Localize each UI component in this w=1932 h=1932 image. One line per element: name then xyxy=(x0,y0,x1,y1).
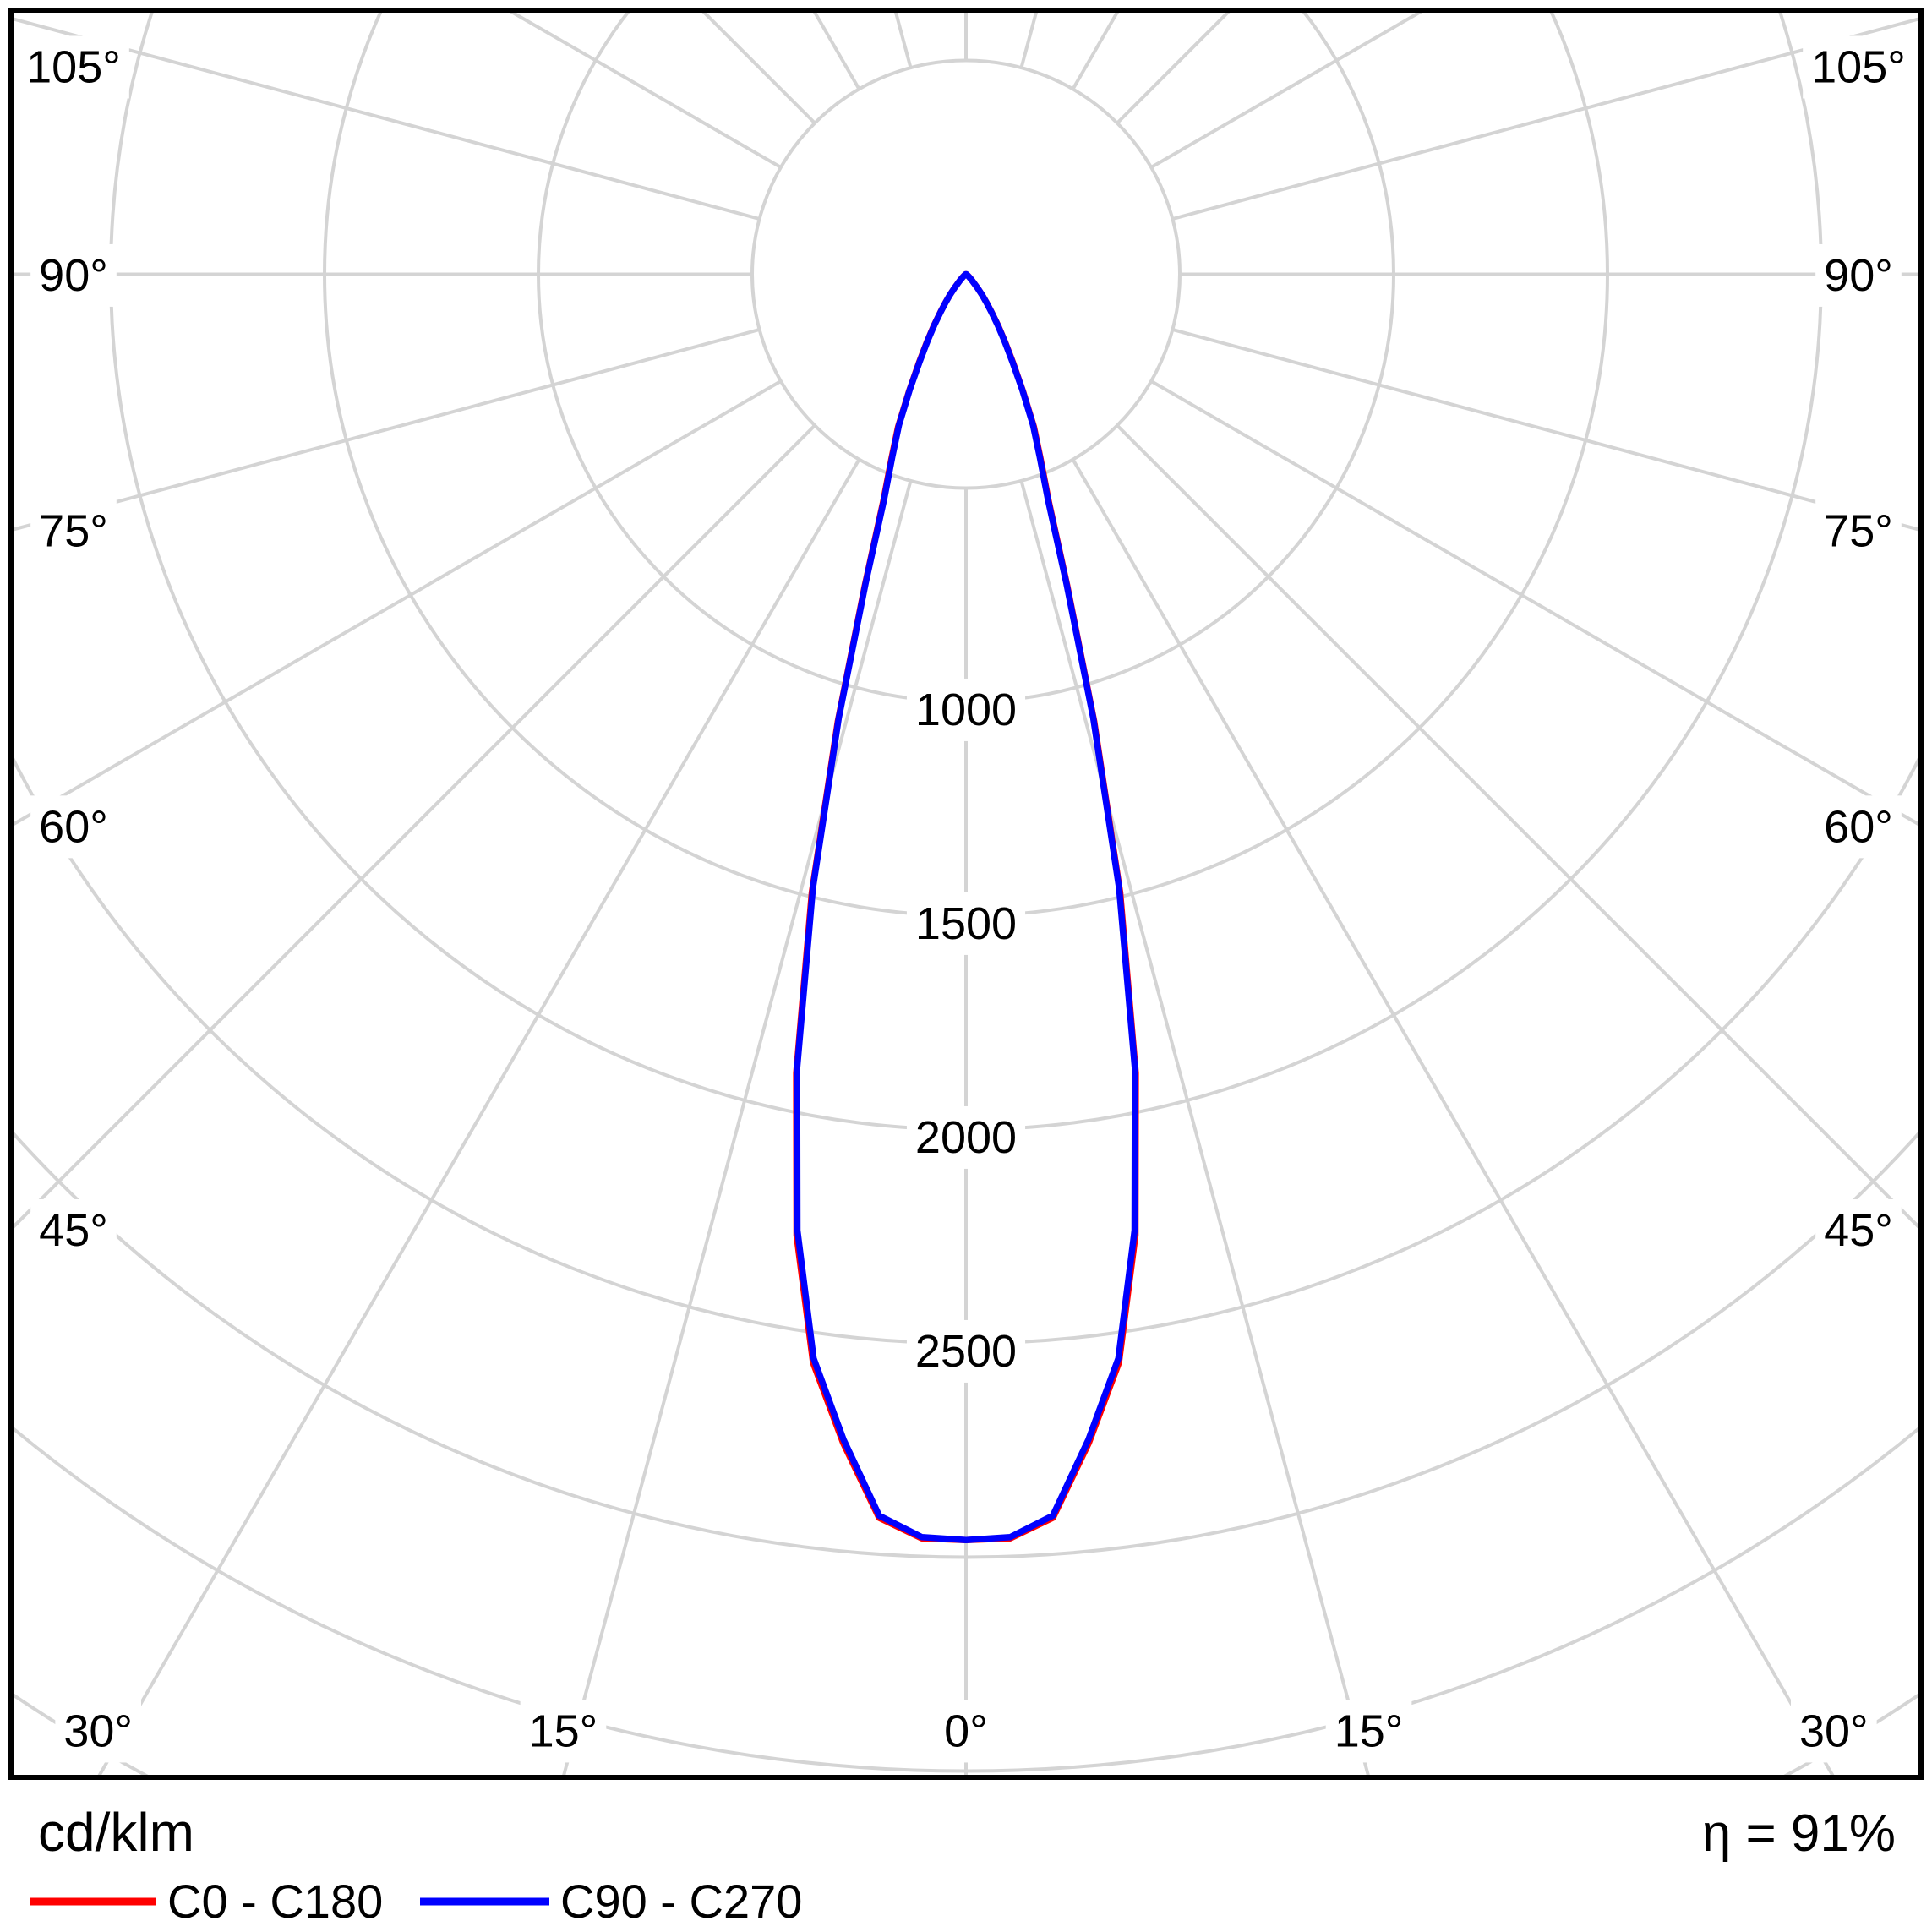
radial-tick-label: 1500 xyxy=(915,898,1017,949)
angle-tick-label: 0° xyxy=(944,1706,988,1756)
grid-spoke xyxy=(11,379,782,828)
angle-tick-label: 30° xyxy=(63,1706,133,1756)
legend-label-c90-c270: C90 - C270 xyxy=(560,1875,802,1928)
grid-spoke xyxy=(11,423,816,1232)
efficiency-label: η = 91% xyxy=(1702,1804,1896,1863)
grid-spoke xyxy=(1150,10,1427,169)
angle-tick-label: 105° xyxy=(26,41,121,92)
label-bg xyxy=(906,892,1026,955)
plot-border xyxy=(8,8,1924,1780)
label-bg xyxy=(906,1319,1026,1383)
radial-tick-label: 1000 xyxy=(915,685,1017,735)
label-bg xyxy=(18,35,129,99)
label-bg xyxy=(55,1700,142,1763)
label-bg xyxy=(1815,499,1902,563)
grid-spoke xyxy=(1171,16,1921,221)
grid-spoke xyxy=(1150,379,1921,828)
grid-spoke xyxy=(1116,423,1921,1232)
label-bg xyxy=(30,1198,117,1262)
angle-tick-label: 90° xyxy=(39,250,108,301)
label-bg xyxy=(936,1700,996,1763)
label-bg xyxy=(1815,795,1902,859)
label-bg xyxy=(906,678,1026,741)
angle-tick-label: 60° xyxy=(39,801,108,852)
label-bg xyxy=(1815,243,1902,307)
label-bg xyxy=(1803,35,1914,99)
radial-tick-label: 2500 xyxy=(915,1326,1017,1377)
angle-tick-label: 30° xyxy=(1799,1706,1869,1756)
intensity-curves xyxy=(793,270,1139,1544)
units-label: cd/klm xyxy=(38,1802,194,1863)
angle-tick-label: 60° xyxy=(1824,801,1893,852)
angle-tick-label: 75° xyxy=(1824,506,1893,557)
legend: C0 - C180 C90 - C270 xyxy=(30,1875,802,1928)
grid-spoke xyxy=(505,10,782,169)
grid-spoke xyxy=(11,328,761,532)
radial-tick-label: 2000 xyxy=(915,1112,1017,1163)
grid-spoke xyxy=(11,16,761,221)
angle-tick-label: 105° xyxy=(1811,41,1906,92)
angle-tick-label: 75° xyxy=(39,506,108,557)
angle-tick-label: 45° xyxy=(39,1205,108,1256)
angle-tick-label: 15° xyxy=(1334,1706,1404,1756)
label-bg xyxy=(906,1105,1026,1169)
angle-tick-label: 90° xyxy=(1824,250,1893,301)
label-bg xyxy=(1815,1198,1902,1262)
grid-labels: 1000 1500 2000 2500 0° 15° 15° 30° 30° 45° 45° 60° 6… xyxy=(18,35,1914,1763)
label-bg xyxy=(1790,1700,1877,1763)
curve-c90-c270 xyxy=(794,270,1138,1544)
label-bg xyxy=(520,1700,607,1763)
angle-tick-label: 15° xyxy=(529,1706,598,1756)
legend-label-c0-c180: C0 - C180 xyxy=(167,1875,383,1928)
angle-tick-label: 45° xyxy=(1824,1205,1893,1256)
grid-spoke xyxy=(1171,328,1921,532)
label-bg xyxy=(30,795,117,859)
label-bg xyxy=(1325,1700,1412,1763)
label-bg xyxy=(30,243,117,307)
label-bg xyxy=(30,499,117,563)
